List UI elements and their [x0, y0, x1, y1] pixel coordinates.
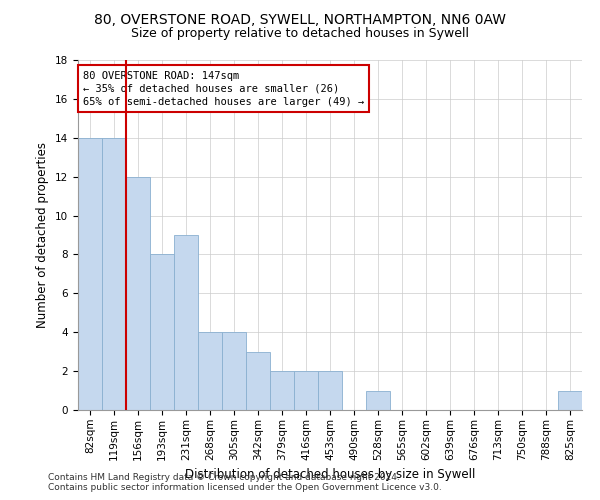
- Bar: [318, 371, 342, 410]
- Bar: [222, 332, 246, 410]
- Text: 80 OVERSTONE ROAD: 147sqm
← 35% of detached houses are smaller (26)
65% of semi-: 80 OVERSTONE ROAD: 147sqm ← 35% of detac…: [83, 70, 364, 107]
- Bar: [102, 138, 126, 410]
- Text: Size of property relative to detached houses in Sywell: Size of property relative to detached ho…: [131, 28, 469, 40]
- Bar: [126, 176, 150, 410]
- Bar: [294, 371, 318, 410]
- Text: Contains HM Land Registry data © Crown copyright and database right 2024.
Contai: Contains HM Land Registry data © Crown c…: [48, 473, 442, 492]
- Text: 80, OVERSTONE ROAD, SYWELL, NORTHAMPTON, NN6 0AW: 80, OVERSTONE ROAD, SYWELL, NORTHAMPTON,…: [94, 12, 506, 26]
- X-axis label: Distribution of detached houses by size in Sywell: Distribution of detached houses by size …: [185, 468, 475, 481]
- Bar: [150, 254, 174, 410]
- Bar: [558, 390, 582, 410]
- Bar: [270, 371, 294, 410]
- Bar: [174, 235, 198, 410]
- Bar: [198, 332, 222, 410]
- Bar: [78, 138, 102, 410]
- Bar: [246, 352, 270, 410]
- Bar: [366, 390, 390, 410]
- Y-axis label: Number of detached properties: Number of detached properties: [37, 142, 49, 328]
